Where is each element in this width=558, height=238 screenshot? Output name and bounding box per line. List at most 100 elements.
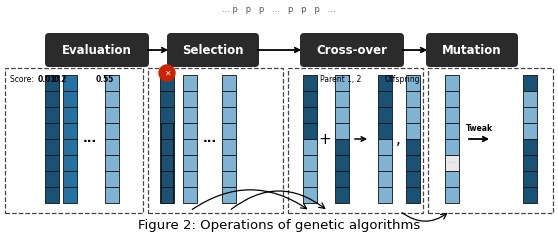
Bar [183, 171, 197, 187]
Bar [105, 171, 119, 187]
Bar [303, 107, 317, 123]
Text: Parent 1, 2: Parent 1, 2 [320, 75, 362, 84]
Bar [45, 91, 59, 107]
Bar [288, 68, 423, 213]
Bar [523, 91, 537, 107]
Bar [303, 155, 317, 171]
FancyBboxPatch shape [167, 33, 259, 67]
Bar [183, 75, 197, 91]
Bar [161, 123, 173, 139]
Bar [378, 139, 392, 155]
Bar [160, 107, 174, 123]
Text: 0.55: 0.55 [96, 75, 114, 84]
Text: ✕: ✕ [164, 69, 170, 78]
Bar [160, 139, 174, 155]
Bar [63, 171, 77, 187]
Bar [406, 155, 420, 171]
Bar [335, 123, 349, 139]
Bar [335, 139, 349, 155]
Text: ... p   p   p   ...   p   p   p   ...: ... p p p ... p p p ... [222, 5, 336, 14]
Bar [445, 75, 459, 91]
Bar [335, 155, 349, 171]
Bar [303, 91, 317, 107]
Text: +: + [319, 132, 331, 147]
Bar [160, 171, 174, 187]
Bar [406, 171, 420, 187]
Bar [303, 75, 317, 91]
Bar [63, 75, 77, 91]
Bar [445, 123, 459, 139]
Bar [406, 123, 420, 139]
Bar [5, 68, 143, 213]
Bar [222, 107, 236, 123]
Text: Score:: Score: [10, 75, 36, 84]
Bar [222, 91, 236, 107]
Bar [445, 187, 459, 203]
Bar [105, 155, 119, 171]
Bar [183, 187, 197, 203]
Bar [445, 155, 459, 171]
Bar [303, 123, 317, 139]
Bar [45, 123, 59, 139]
Bar [335, 187, 349, 203]
Bar [222, 187, 236, 203]
Bar [303, 139, 317, 155]
Bar [406, 75, 420, 91]
Circle shape [159, 65, 175, 81]
FancyBboxPatch shape [300, 33, 404, 67]
Bar [183, 155, 197, 171]
Bar [523, 107, 537, 123]
Bar [222, 139, 236, 155]
Text: ...: ... [203, 133, 217, 145]
Bar [523, 139, 537, 155]
Text: Figure 2: Operations of genetic algorithms: Figure 2: Operations of genetic algorith… [138, 219, 420, 233]
Bar [183, 91, 197, 107]
Bar [335, 107, 349, 123]
Bar [105, 107, 119, 123]
Bar [105, 123, 119, 139]
Bar [222, 171, 236, 187]
Text: ...: ... [83, 133, 97, 145]
Bar [406, 139, 420, 155]
Bar [45, 155, 59, 171]
Text: Tweak: Tweak [465, 124, 493, 133]
Bar [161, 187, 173, 203]
Bar [523, 187, 537, 203]
Bar [183, 123, 197, 139]
Bar [105, 139, 119, 155]
Text: Evaluation: Evaluation [62, 44, 132, 56]
Bar [148, 68, 283, 213]
Bar [445, 91, 459, 107]
Bar [222, 75, 236, 91]
Bar [523, 171, 537, 187]
Bar [45, 171, 59, 187]
Bar [428, 68, 553, 213]
Bar [378, 155, 392, 171]
Bar [335, 75, 349, 91]
Bar [445, 139, 459, 155]
Bar [406, 187, 420, 203]
Bar [335, 91, 349, 107]
Bar [160, 123, 174, 139]
Bar [63, 187, 77, 203]
Bar [63, 155, 77, 171]
Bar [523, 123, 537, 139]
Bar [222, 155, 236, 171]
Bar [45, 75, 59, 91]
Bar [160, 187, 174, 203]
Text: Mutation: Mutation [442, 44, 502, 56]
Bar [445, 171, 459, 187]
Text: · · ·: · · · [448, 160, 456, 165]
Text: Cross-over: Cross-over [316, 44, 387, 56]
Bar [378, 75, 392, 91]
FancyBboxPatch shape [426, 33, 518, 67]
Text: Offspring: Offspring [385, 75, 421, 84]
Bar [335, 171, 349, 187]
Bar [406, 91, 420, 107]
Text: Selection: Selection [182, 44, 244, 56]
Bar [378, 107, 392, 123]
Bar [303, 187, 317, 203]
Bar [303, 171, 317, 187]
Bar [160, 75, 174, 91]
Bar [161, 139, 173, 155]
